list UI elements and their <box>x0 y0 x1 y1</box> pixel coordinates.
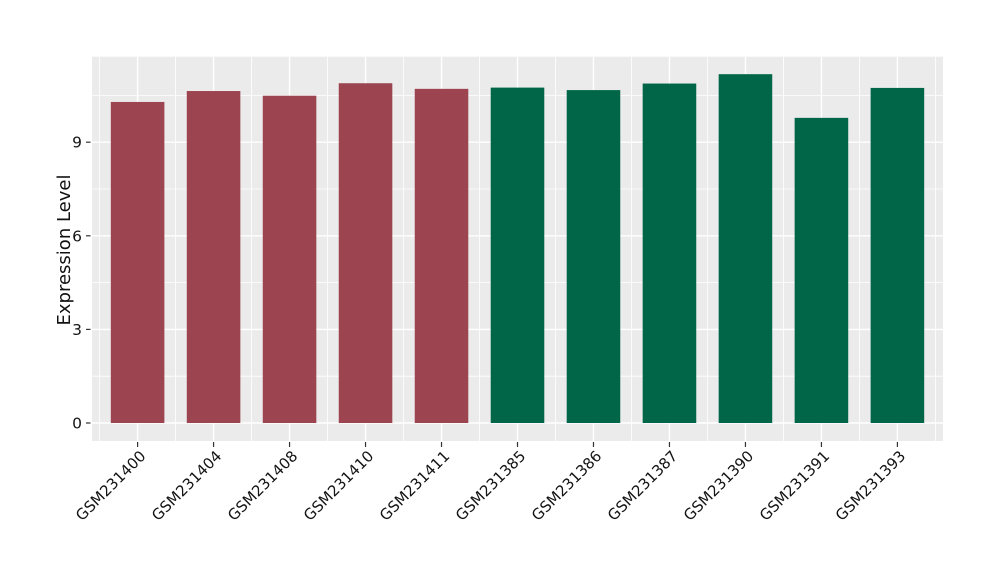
bar-GSM231385 <box>490 87 545 423</box>
y-tick-label: 6 <box>72 227 82 245</box>
x-tick-label-GSM231408: GSM231408 <box>224 447 301 524</box>
bar-GSM231411 <box>414 88 469 424</box>
x-tick-label-GSM231393: GSM231393 <box>832 447 909 524</box>
y-tick-label: 0 <box>72 415 82 433</box>
bar-GSM231410 <box>338 83 393 424</box>
x-tick-label-GSM231404: GSM231404 <box>148 447 225 524</box>
bar-GSM231404 <box>186 91 241 424</box>
y-tick-label: 9 <box>72 134 82 152</box>
bar-GSM231387 <box>642 83 697 423</box>
x-tick-label-GSM231410: GSM231410 <box>300 447 377 524</box>
x-tick-label-GSM231391: GSM231391 <box>756 447 833 524</box>
bar-GSM231393 <box>870 87 925 424</box>
bar-GSM231400 <box>110 101 165 424</box>
x-tick-label-GSM231390: GSM231390 <box>680 447 757 524</box>
y-tick-label: 3 <box>72 321 82 339</box>
y-axis-title: Expression Level <box>54 174 75 326</box>
x-tick-label-GSM231386: GSM231386 <box>528 447 605 524</box>
x-tick-label-GSM231411: GSM231411 <box>376 447 453 524</box>
bar-GSM231390 <box>718 74 773 424</box>
bar-GSM231391 <box>794 117 849 423</box>
x-tick-label-GSM231400: GSM231400 <box>72 447 149 524</box>
bar-GSM231408 <box>262 95 317 423</box>
x-tick-label-GSM231385: GSM231385 <box>452 447 529 524</box>
bar-GSM231386 <box>566 90 621 423</box>
x-tick-label-GSM231387: GSM231387 <box>604 447 681 524</box>
